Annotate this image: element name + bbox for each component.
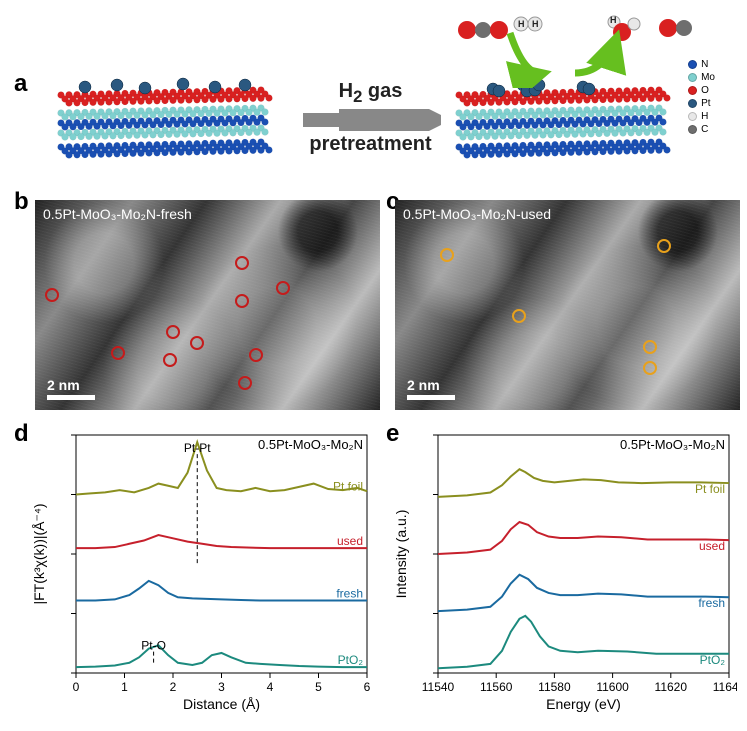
series-label: PtO₂ bbox=[338, 653, 364, 667]
legend-row: O bbox=[688, 84, 715, 97]
y-axis-label: Intensity (a.u.) bbox=[393, 510, 409, 599]
tem-c-scale: 2 nm bbox=[407, 377, 455, 400]
legend-label: C bbox=[701, 124, 708, 135]
y-axis-label: |FT(k³χ(k))|(Å⁻⁴) bbox=[31, 503, 47, 604]
tem-c-scale-text: 2 nm bbox=[407, 377, 455, 393]
series-label: used bbox=[699, 539, 725, 553]
tem-highlight-circle bbox=[657, 239, 671, 253]
chart-e: 11540 11560 11580 11600 11620 11640 Energy (eV… bbox=[392, 425, 737, 715]
tem-highlight-circle bbox=[111, 346, 125, 360]
arrow-group: H2 gas pretreatment bbox=[293, 80, 448, 156]
tem-c-title: 0.5Pt-MoO₃-Mo₂N-used bbox=[403, 206, 551, 222]
series-label: Pt foil bbox=[695, 482, 725, 496]
x-tick-label: 2 bbox=[170, 680, 177, 694]
series-label: Pt foil bbox=[333, 480, 363, 494]
tem-b-title: 0.5Pt-MoO₃-Mo₂N-fresh bbox=[43, 206, 192, 222]
peak-label: Pt-O bbox=[141, 639, 166, 653]
x-tick-label: 11620 bbox=[655, 680, 688, 694]
series-label: fresh bbox=[336, 587, 363, 601]
lattice-left bbox=[55, 63, 285, 168]
arrow-line2: pretreatment bbox=[293, 133, 448, 156]
legend-dot-icon bbox=[688, 99, 697, 108]
legend-label: Pt bbox=[701, 98, 710, 109]
legend-label: N bbox=[701, 59, 708, 70]
tem-highlight-circle bbox=[643, 340, 657, 354]
legend-row: N bbox=[688, 58, 715, 71]
tem-highlight-circle bbox=[235, 294, 249, 308]
peak-label: Pt-Pt bbox=[184, 441, 211, 455]
tem-highlight-circle bbox=[45, 288, 59, 302]
tem-b-scale: 2 nm bbox=[47, 377, 95, 400]
panel-a-schematic: H2 gas pretreatment H H H NMoOPtHC bbox=[55, 28, 715, 178]
x-tick-label: 11600 bbox=[596, 680, 629, 694]
x-tick-label: 6 bbox=[364, 680, 371, 694]
x-tick-label: 11560 bbox=[480, 680, 513, 694]
tem-highlight-circle bbox=[190, 336, 204, 350]
x-tick-label: 11540 bbox=[422, 680, 455, 694]
tem-highlight-circle bbox=[440, 248, 454, 262]
x-tick-label: 11580 bbox=[538, 680, 571, 694]
series-label: used bbox=[337, 534, 363, 548]
legend-label: Mo bbox=[701, 72, 715, 83]
panel-label-d: d bbox=[14, 420, 29, 448]
scale-bar-icon bbox=[47, 395, 95, 400]
tem-highlight-circle bbox=[276, 281, 290, 295]
tem-image-b: 0.5Pt-MoO₃-Mo₂N-fresh 2 nm bbox=[35, 200, 380, 410]
legend-label: O bbox=[701, 85, 709, 96]
atom-legend: N Mo O Pt HC bbox=[688, 58, 715, 136]
legend-row: C bbox=[688, 123, 715, 136]
x-axis-label: Energy (eV) bbox=[546, 696, 621, 712]
right-arrow-icon bbox=[301, 109, 441, 131]
series-label: fresh bbox=[698, 596, 725, 610]
tem-highlight-circle bbox=[643, 361, 657, 375]
x-tick-label: 4 bbox=[267, 680, 274, 694]
tem-highlight-circle bbox=[235, 256, 249, 270]
series-line bbox=[438, 469, 729, 497]
series-line bbox=[438, 575, 729, 611]
x-axis-label: Distance (Å) bbox=[183, 696, 260, 712]
legend-dot-icon bbox=[688, 112, 697, 121]
scale-bar-icon bbox=[407, 395, 455, 400]
tem-highlight-circle bbox=[238, 376, 252, 390]
series-line bbox=[76, 645, 367, 667]
series-line bbox=[76, 581, 367, 601]
tem-image-c: 0.5Pt-MoO₃-Mo₂N-used 2 nm bbox=[395, 200, 740, 410]
legend-row: H bbox=[688, 110, 715, 123]
tem-highlight-circle bbox=[512, 309, 526, 323]
tem-highlight-circle bbox=[249, 348, 263, 362]
x-tick-label: 11640 bbox=[713, 680, 737, 694]
x-tick-label: 3 bbox=[218, 680, 225, 694]
x-tick-label: 5 bbox=[315, 680, 322, 694]
tem-highlight-circle bbox=[166, 325, 180, 339]
panel-label-b: b bbox=[14, 188, 29, 216]
arrow-line1: H2 gas bbox=[293, 80, 448, 107]
chart-title: 0.5Pt-MoO₃-Mo₂N bbox=[620, 437, 725, 452]
panel-label-a: a bbox=[14, 70, 27, 98]
legend-row: Mo bbox=[688, 71, 715, 84]
legend-dot-icon bbox=[688, 125, 697, 134]
legend-dot-icon bbox=[688, 86, 697, 95]
x-tick-label: 1 bbox=[121, 680, 128, 694]
reaction-arrows bbox=[455, 18, 695, 88]
series-line bbox=[438, 522, 729, 554]
chart-title: 0.5Pt-MoO₃-Mo₂N bbox=[258, 437, 363, 452]
tem-b-scale-text: 2 nm bbox=[47, 377, 95, 393]
tem-highlight-circle bbox=[163, 353, 177, 367]
legend-dot-icon bbox=[688, 60, 697, 69]
legend-label: H bbox=[701, 111, 708, 122]
x-tick-label: 0 bbox=[73, 680, 80, 694]
series-line bbox=[76, 535, 367, 548]
legend-dot-icon bbox=[688, 73, 697, 82]
series-line bbox=[438, 616, 729, 668]
legend-row: Pt bbox=[688, 97, 715, 110]
chart-d: 0 1 2 3 4 5 6 Distance (Å) |FT(k³χ(k))|(Å⁻⁴) 0.5P… bbox=[30, 425, 375, 715]
series-label: PtO₂ bbox=[700, 653, 726, 667]
